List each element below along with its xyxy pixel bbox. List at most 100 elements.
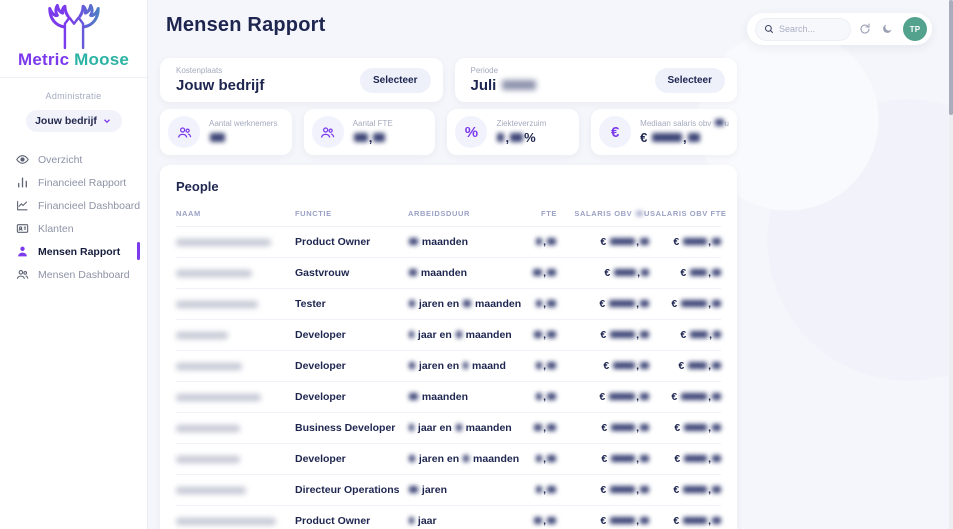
- euro-icon: €: [599, 116, 632, 148]
- sidebar-item-financieel-rapport[interactable]: Financieel Rapport: [0, 171, 147, 194]
- filter-cards: Kostenplaats Jouw bedrijf Selecteer Periode…: [160, 58, 737, 102]
- main-area: Mensen Rapport TP Kostenplaats Jouw bedri…: [148, 0, 953, 529]
- naam-cell: [176, 515, 295, 527]
- naam-cell: [176, 484, 295, 496]
- selecteer-button[interactable]: Selecteer: [360, 67, 431, 93]
- sidebar-item-overzicht[interactable]: Overzicht: [0, 148, 147, 171]
- stat-label: Aantal werknemers: [209, 119, 278, 128]
- moon-icon: [883, 24, 892, 33]
- salaris-obv-fte-cell: € ,: [650, 267, 722, 279]
- stat-cards: Aantal werknemers Aantal FTE,% Ziekteverzu…: [160, 109, 737, 155]
- redacted-name: [176, 300, 258, 308]
- functie-cell: Product Owner: [295, 515, 371, 527]
- redacted-value: [641, 269, 649, 276]
- redacted-value: [712, 238, 721, 245]
- redacted-name: [176, 331, 228, 339]
- dark-mode-toggle[interactable]: [881, 22, 895, 36]
- redacted-name: [176, 486, 246, 494]
- redacted-value: [534, 331, 543, 338]
- people-icon: [16, 268, 29, 281]
- fte-cell: ,: [521, 329, 557, 341]
- search-box[interactable]: [755, 17, 851, 41]
- naam-cell: [176, 360, 295, 372]
- sidebar-item-mensen-rapport[interactable]: Mensen Rapport: [0, 240, 147, 263]
- redacted-value: [688, 362, 708, 369]
- sidebar-item-klanten[interactable]: Klanten: [0, 217, 147, 240]
- naam-cell: [176, 236, 295, 248]
- redacted-value: [409, 238, 418, 245]
- salaris-obv-fte-cell: € ,: [650, 298, 722, 310]
- redacted-value: [501, 80, 536, 90]
- sidebar-item-label: Overzicht: [38, 153, 83, 166]
- bar-chart-icon: [16, 176, 29, 189]
- sidebar-item-mensen-dashboard[interactable]: Mensen Dashboard: [0, 263, 147, 286]
- arbeidsduur-cell: jaar en maanden: [408, 422, 521, 434]
- arbeidsduur-cell: maanden: [408, 391, 521, 403]
- column-header: SALARIS OBV U: [574, 209, 650, 218]
- functie-cell: Developer: [295, 391, 346, 403]
- redacted-value: [640, 362, 649, 369]
- app-name: Metric Moose: [17, 50, 130, 69]
- fte-cell: ,: [521, 360, 557, 372]
- filter-value: Juli: [471, 77, 537, 94]
- stat-card: Aantal FTE,: [303, 109, 436, 155]
- redacted-value: [497, 133, 505, 142]
- naam-cell: [176, 298, 295, 310]
- redacted-value: [640, 331, 649, 338]
- redacted-value: [409, 455, 415, 462]
- table-row: Tester jaren en maanden, € , € ,: [176, 289, 721, 320]
- salaris-obv-u-cell: € ,: [557, 329, 650, 341]
- redacted-value: [712, 300, 721, 307]
- avatar[interactable]: TP: [903, 17, 927, 41]
- redacted-value: [714, 119, 724, 126]
- redacted-value: [684, 455, 708, 462]
- people-icon: [311, 116, 344, 148]
- redacted-value: [373, 133, 386, 142]
- salaris-obv-fte-cell: € ,: [650, 391, 722, 403]
- redacted-value: [534, 517, 543, 524]
- chevron-down-icon: [103, 119, 110, 124]
- fte-cell: ,: [521, 236, 557, 248]
- redacted-value: [409, 486, 418, 493]
- salaris-obv-u-cell: € ,: [557, 267, 650, 279]
- table-row: Developer jaren en maand, € , € ,: [176, 351, 721, 382]
- people-table-card: People NAAM FUNCTIE ARBEIDSDUUR FTE SALARIS …: [160, 165, 737, 529]
- salaris-obv-fte-cell: € ,: [650, 236, 722, 248]
- redacted-value: [681, 393, 708, 400]
- redacted-value: [713, 331, 721, 338]
- naam-cell: [176, 329, 295, 341]
- company-selector-dropdown[interactable]: Jouw bedrijf: [25, 110, 122, 132]
- redacted-value: [640, 517, 649, 524]
- redacted-value: [640, 300, 649, 307]
- filter-label: Periode: [470, 66, 499, 75]
- redacted-value: [610, 238, 636, 245]
- functie-cell: Tester: [295, 298, 326, 310]
- filter-card-kostenplaats: Kostenplaats Jouw bedrijf Selecteer: [160, 58, 443, 102]
- sidebar-item-financieel-dashboard[interactable]: Financieel Dashboard: [0, 194, 147, 217]
- arbeidsduur-cell: jaren en maanden: [408, 298, 521, 310]
- redacted-value: [712, 393, 721, 400]
- sidebar: Metric Moose Administratie Jouw bedrijf …: [0, 0, 148, 529]
- redacted-value: [547, 517, 556, 524]
- sidebar-item-label: Mensen Rapport: [38, 245, 121, 258]
- column-header: FTE: [541, 209, 557, 218]
- scrollbar-thumb[interactable]: [949, 0, 953, 115]
- line-chart-icon: [16, 199, 29, 212]
- person-icon: [16, 245, 29, 258]
- search-input[interactable]: [779, 24, 842, 34]
- redacted-value: [640, 486, 649, 493]
- stat-value: ,%: [496, 130, 546, 145]
- redacted-value: [712, 455, 721, 462]
- page-scrollbar[interactable]: [949, 0, 953, 529]
- sidebar-item-label: Mensen Dashboard: [38, 268, 130, 281]
- redacted-value: [536, 486, 543, 493]
- refresh-button[interactable]: [859, 22, 873, 36]
- functie-cell: Gastvrouw: [295, 267, 350, 279]
- section-label: Administratie: [45, 91, 102, 101]
- table-row: Directeur Operations jaren, € , € ,: [176, 475, 721, 506]
- people-icon: [168, 116, 200, 148]
- stat-label: Ziekteverzuim: [496, 119, 547, 128]
- selecteer-button[interactable]: Selecteer: [654, 67, 725, 93]
- table-row: Product Owner jaar, € , € ,: [176, 506, 721, 529]
- redacted-value: [210, 133, 225, 142]
